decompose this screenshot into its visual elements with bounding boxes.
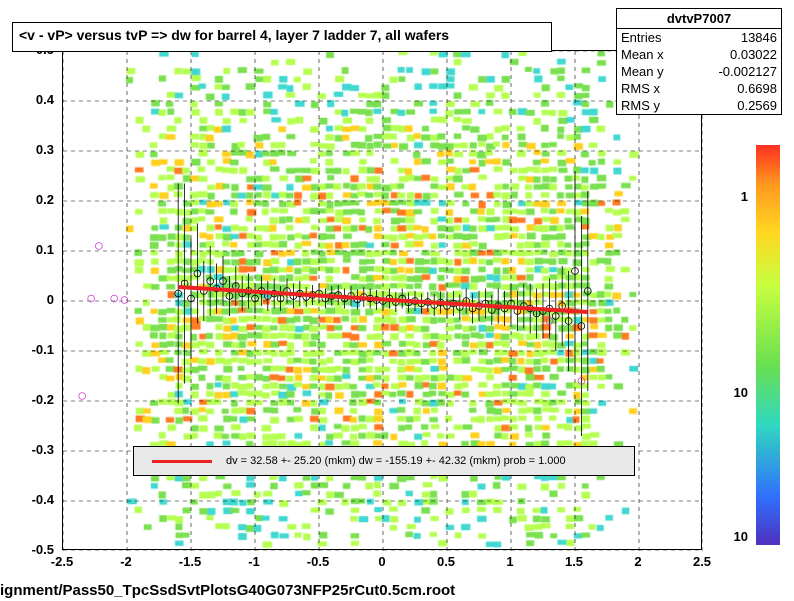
colorbar — [756, 145, 780, 545]
fit-legend-text: dv = 32.58 +- 25.20 (mkm) dw = -155.19 +… — [226, 455, 566, 467]
footer-path: ignment/Pass50_TpcSsdSvtPlotsG40G073NFP2… — [0, 582, 455, 599]
y-tick: -0.2 — [14, 392, 54, 407]
fit-legend: dv = 32.58 +- 25.20 (mkm) dw = -155.19 +… — [133, 446, 635, 476]
stats-row: RMS y 0.2569 — [617, 97, 781, 114]
stats-row: Mean y -0.002127 — [617, 63, 781, 80]
x-tick: -1 — [248, 554, 260, 569]
fit-swatch — [152, 460, 212, 463]
colorbar-tick: 10 — [734, 385, 748, 400]
stats-label: Mean y — [621, 64, 664, 79]
stats-value: 0.6698 — [737, 81, 777, 96]
stats-box: dvtvP7007 Entries 13846 Mean x 0.03022 M… — [616, 8, 782, 115]
x-tick: 2.5 — [693, 554, 711, 569]
colorbar-tick: 10 — [734, 529, 748, 544]
x-tick: -2 — [120, 554, 132, 569]
plot-title: <v - vP> versus tvP => dw for barrel 4, … — [12, 22, 552, 52]
x-tick: -1.5 — [179, 554, 201, 569]
y-tick: -0.1 — [14, 342, 54, 357]
y-tick: -0.4 — [14, 492, 54, 507]
x-tick: 1 — [506, 554, 513, 569]
x-tick: -2.5 — [51, 554, 73, 569]
x-tick: 2 — [634, 554, 641, 569]
stats-value: 13846 — [741, 30, 777, 45]
stats-name: dvtvP7007 — [617, 9, 781, 29]
y-tick: 0.3 — [14, 142, 54, 157]
profile-points — [79, 171, 591, 436]
x-tick: -0.5 — [307, 554, 329, 569]
y-tick: 0.1 — [14, 242, 54, 257]
stats-label: Entries — [621, 30, 661, 45]
stats-label: RMS y — [621, 98, 660, 113]
y-tick: 0.4 — [14, 92, 54, 107]
y-tick: 0 — [14, 292, 54, 307]
stats-value: -0.002127 — [718, 64, 777, 79]
plot-svg — [63, 51, 703, 551]
x-tick: 0 — [378, 554, 385, 569]
stats-value: 0.2569 — [737, 98, 777, 113]
stats-value: 0.03022 — [730, 47, 777, 62]
stats-label: Mean x — [621, 47, 664, 62]
x-tick: 1.5 — [565, 554, 583, 569]
x-tick: 0.5 — [437, 554, 455, 569]
y-tick: 0.2 — [14, 192, 54, 207]
stats-label: RMS x — [621, 81, 660, 96]
plot-area: dv = 32.58 +- 25.20 (mkm) dw = -155.19 +… — [62, 50, 702, 550]
stats-row: Mean x 0.03022 — [617, 46, 781, 63]
stats-row: RMS x 0.6698 — [617, 80, 781, 97]
y-tick: -0.3 — [14, 442, 54, 457]
y-tick: -0.5 — [14, 542, 54, 557]
colorbar-tick: 1 — [741, 189, 748, 204]
stats-row: Entries 13846 — [617, 29, 781, 46]
